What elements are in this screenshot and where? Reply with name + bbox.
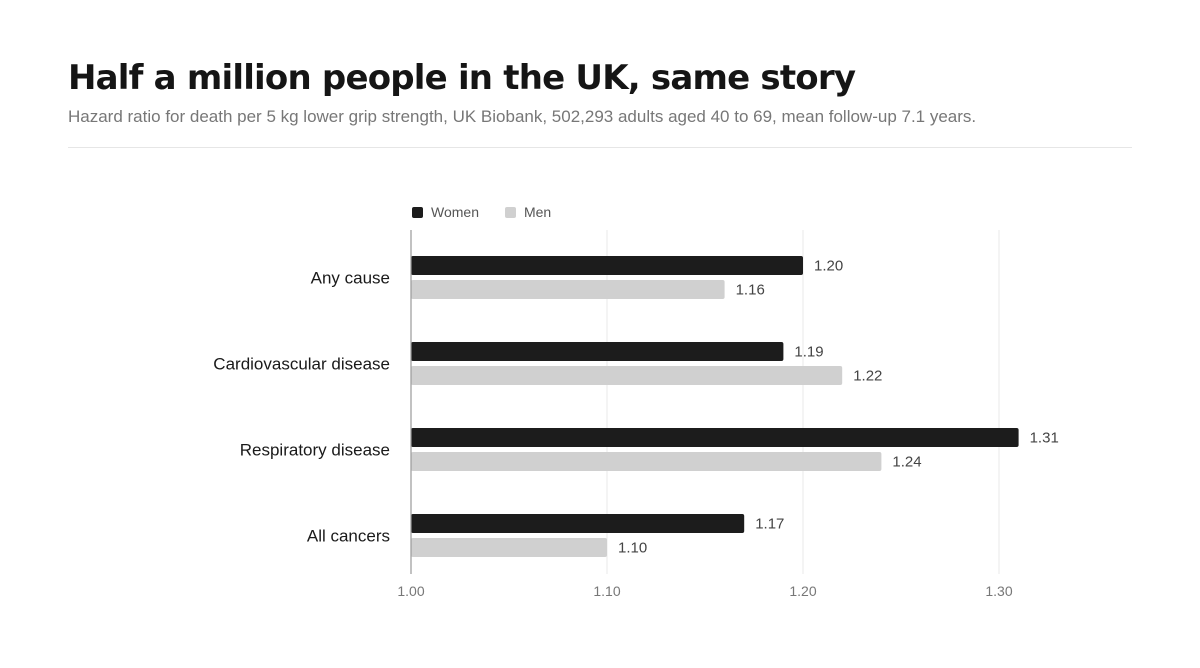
- bar-women-2: [411, 428, 1019, 447]
- header-divider: [68, 147, 1132, 148]
- category-label-0: Any cause: [311, 269, 390, 288]
- legend-item-women: Women: [412, 204, 479, 220]
- value-label-women-2: 1.31: [1030, 430, 1059, 447]
- category-label-1: Cardiovascular disease: [213, 355, 390, 374]
- x-tick-label-2: 1.20: [789, 583, 816, 599]
- category-label-2: Respiratory disease: [240, 441, 390, 460]
- chart-legend: Women Men: [412, 204, 577, 220]
- chart-subtitle: Hazard ratio for death per 5 kg lower gr…: [68, 107, 977, 126]
- bar-women-0: [411, 256, 803, 275]
- value-label-women-0: 1.20: [814, 258, 843, 275]
- value-label-women-3: 1.17: [755, 516, 784, 533]
- bar-women-3: [411, 514, 745, 533]
- bar-men-2: [411, 452, 882, 471]
- bar-women-1: [411, 342, 784, 361]
- x-tick-label-3: 1.30: [985, 583, 1012, 599]
- value-label-men-1: 1.22: [853, 368, 882, 385]
- legend-item-men: Men: [504, 204, 552, 220]
- legend-label-men: Men: [523, 204, 552, 220]
- bar-men-1: [411, 366, 843, 385]
- bar-men-3: [411, 538, 607, 557]
- category-label-3: All cancers: [307, 527, 390, 546]
- chart-title: Half a million people in the UK, same st…: [68, 58, 856, 98]
- legend-swatch-men: [504, 206, 516, 218]
- x-tick-label-0: 1.00: [397, 583, 424, 599]
- legend-label-women: Women: [431, 204, 479, 220]
- value-label-men-2: 1.24: [892, 454, 921, 471]
- x-tick-label-1: 1.10: [593, 583, 620, 599]
- value-label-women-1: 1.19: [794, 344, 823, 361]
- legend-swatch-women: [412, 206, 423, 218]
- value-label-men-3: 1.10: [618, 540, 647, 557]
- bar-men-0: [411, 280, 725, 299]
- value-label-men-0: 1.16: [736, 282, 765, 299]
